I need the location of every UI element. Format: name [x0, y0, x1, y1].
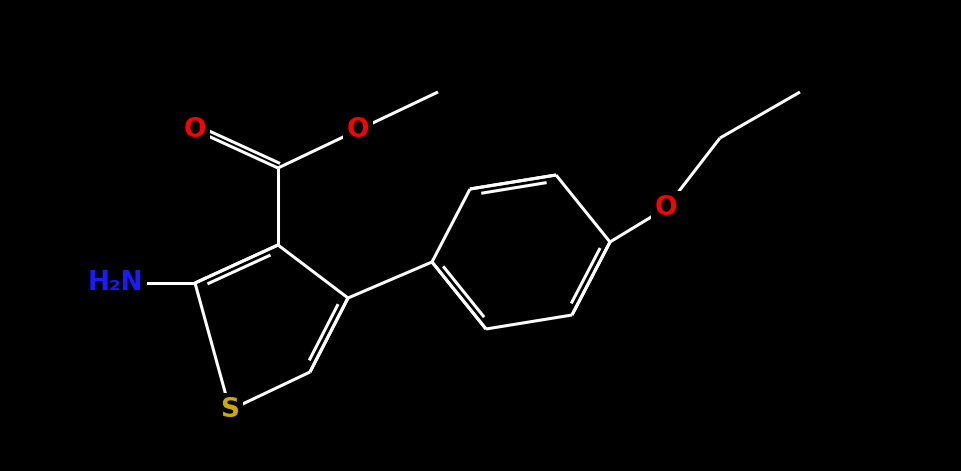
Text: S: S [220, 397, 239, 423]
Text: O: O [347, 117, 369, 143]
Text: O: O [654, 195, 678, 221]
Text: H₂N: H₂N [87, 270, 143, 296]
Text: O: O [184, 117, 207, 143]
